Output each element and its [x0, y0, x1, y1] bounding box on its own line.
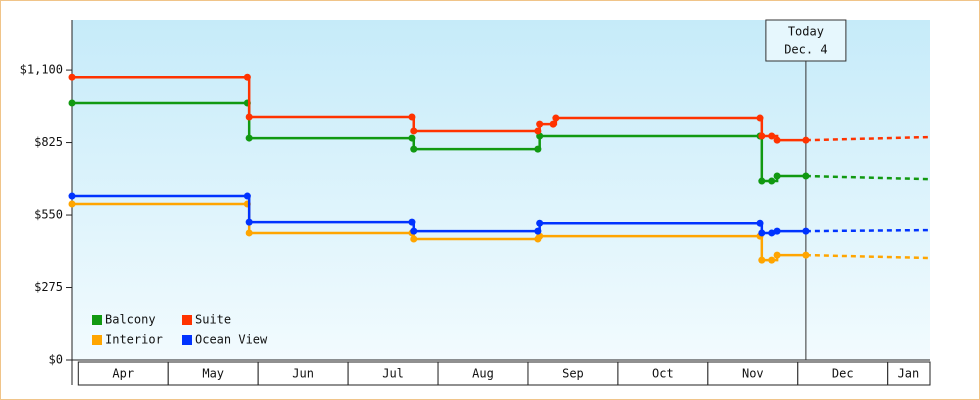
plot-area	[72, 20, 930, 360]
price-point	[245, 134, 253, 142]
price-point	[802, 172, 810, 180]
price-point	[536, 120, 544, 128]
price-point	[552, 114, 560, 122]
price-point	[773, 227, 781, 235]
price-point	[534, 227, 542, 235]
x-tick-label: May	[202, 367, 224, 381]
y-tick-label: $0	[49, 353, 63, 367]
x-tick-label: Jun	[292, 367, 314, 381]
price-point	[68, 73, 76, 81]
price-point	[410, 227, 418, 235]
today-label: Dec. 4	[784, 43, 827, 57]
price-point	[68, 99, 76, 107]
price-point	[773, 172, 781, 180]
price-point	[756, 219, 764, 227]
legend-label: Suite	[195, 313, 231, 327]
y-tick-label: $1,100	[20, 63, 63, 77]
x-tick-label: Aug	[472, 367, 494, 381]
price-point	[758, 256, 766, 264]
forecast-line	[805, 174, 931, 181]
price-point	[768, 177, 776, 185]
price-point	[410, 127, 418, 135]
price-point	[534, 145, 542, 153]
today-box	[765, 19, 847, 62]
price-point	[773, 251, 781, 259]
legend-swatch	[92, 335, 102, 345]
price-point	[245, 113, 253, 121]
price-point	[408, 218, 416, 226]
legend-swatch	[182, 315, 192, 325]
price-point	[68, 200, 76, 208]
price-point	[802, 251, 810, 259]
price-point	[773, 136, 781, 144]
y-tick-label: $825	[34, 135, 63, 149]
forecast-line	[805, 135, 931, 142]
x-tick-label: Nov	[742, 367, 764, 381]
x-tick-label: Apr	[112, 367, 134, 381]
x-tick-label: Jan	[898, 367, 920, 381]
price-point	[802, 227, 810, 235]
price-point	[549, 120, 557, 128]
y-tick-label: $550	[34, 208, 63, 222]
price-point	[758, 177, 766, 185]
month-cell	[887, 361, 931, 386]
price-point	[802, 136, 810, 144]
today-label: Today	[788, 25, 824, 39]
price-point	[536, 219, 544, 227]
price-point	[408, 134, 416, 142]
price-point	[758, 229, 766, 237]
legend-swatch	[182, 335, 192, 345]
price-point	[768, 256, 776, 264]
x-tick-label: Jul	[382, 367, 404, 381]
y-tick-label: $275	[34, 280, 63, 294]
price-point	[534, 127, 542, 135]
x-tick-label: Sep	[562, 367, 584, 381]
legend-label: Interior	[105, 333, 163, 347]
series	[68, 192, 931, 237]
legend-label: Ocean View	[195, 333, 268, 347]
price-point	[243, 192, 251, 200]
legend-label: Balcony	[105, 313, 156, 327]
price-point	[768, 132, 776, 140]
forecast-line	[805, 228, 931, 233]
price-point	[768, 229, 776, 237]
price-point	[758, 132, 766, 140]
legend-swatch	[92, 315, 102, 325]
price-point	[756, 114, 764, 122]
price-point	[410, 235, 418, 243]
forecast-line	[805, 253, 931, 260]
price-point	[245, 218, 253, 226]
x-tick-label: Dec	[832, 367, 854, 381]
price-point	[243, 73, 251, 81]
price-point	[410, 145, 418, 153]
price-point	[68, 192, 76, 200]
price-point	[245, 229, 253, 237]
x-tick-label: Oct	[652, 367, 674, 381]
series	[68, 73, 931, 144]
price-point	[408, 113, 416, 121]
